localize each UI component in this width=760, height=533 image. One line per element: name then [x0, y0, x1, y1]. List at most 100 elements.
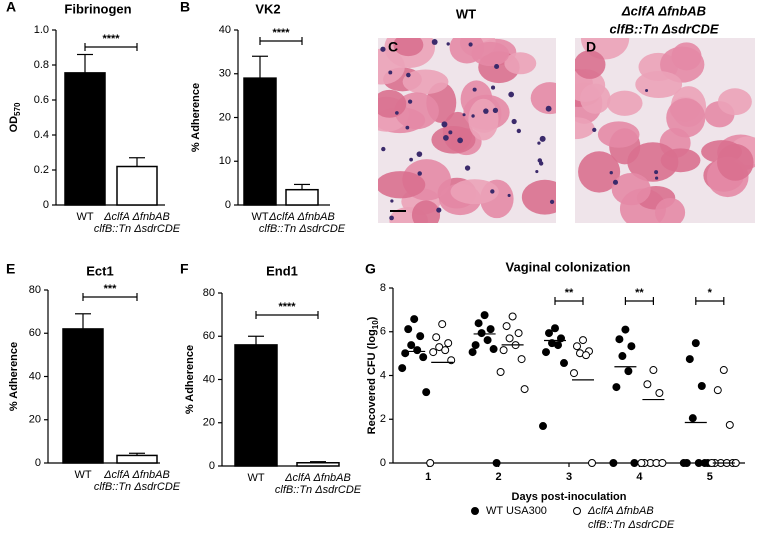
data-point — [545, 329, 553, 338]
data-point — [713, 386, 722, 395]
data-point — [474, 319, 483, 328]
significance-label: * — [708, 287, 713, 299]
bar — [243, 77, 277, 206]
bacterium — [406, 72, 411, 78]
data-point — [502, 322, 511, 331]
chart-title: VK2 — [255, 1, 280, 16]
bacterium — [448, 130, 453, 135]
panel-letter: E — [6, 261, 15, 277]
data-point — [570, 369, 578, 378]
cell — [627, 142, 679, 182]
significance-label: *** — [104, 283, 118, 295]
y-tick-label: 80 — [29, 284, 41, 296]
cell — [393, 38, 424, 57]
x-tick-label: ΔclfA ΔfnbAB — [103, 211, 170, 223]
legend-label: ΔclfA ΔfnbAB — [587, 505, 654, 517]
cell — [521, 179, 556, 215]
bacterium — [431, 39, 438, 45]
x-tick-label: clfB::Tn ΔsdrCDE — [275, 484, 362, 496]
cell — [654, 197, 686, 223]
cell — [575, 117, 595, 140]
y-axis-label-part: 570 — [13, 102, 22, 116]
x-tick-label: 2 — [496, 471, 502, 483]
significance-label: ** — [565, 287, 574, 299]
panel-letter: D — [586, 39, 596, 55]
data-point — [685, 355, 694, 364]
bacterium — [538, 161, 544, 166]
data-point — [649, 366, 658, 375]
legend-label: WT USA300 — [486, 505, 547, 517]
data-point — [697, 382, 706, 390]
cell — [580, 83, 611, 114]
chart-title: Ect1 — [86, 263, 113, 278]
y-tick-label: 40 — [219, 24, 231, 36]
y-axis-label-part: % Adherence — [8, 342, 20, 411]
y-tick-label: 4 — [380, 369, 386, 381]
bacterium — [655, 176, 659, 180]
data-point — [560, 359, 568, 368]
data-point — [542, 348, 550, 357]
data-point — [416, 332, 425, 341]
y-tick-label: 0 — [225, 199, 231, 211]
y-tick-label: 20 — [219, 111, 231, 123]
bacterium — [416, 151, 423, 158]
data-point — [508, 312, 517, 321]
panel-letter: B — [180, 0, 190, 15]
data-point — [609, 459, 618, 467]
bacterium — [516, 128, 522, 134]
bacterium — [390, 199, 394, 203]
bacterium — [491, 85, 496, 90]
y-axis-label-part: ) — [366, 316, 378, 320]
panel-letter: G — [365, 261, 376, 277]
bacterium — [381, 146, 386, 152]
significance-label: ** — [635, 287, 644, 299]
data-point — [627, 342, 636, 351]
bacterium — [471, 114, 475, 118]
chart-title: Fibrinogen — [64, 1, 131, 16]
bacterium — [468, 42, 473, 47]
data-point — [621, 325, 630, 334]
y-tick-label: 0.2 — [34, 164, 49, 176]
bar — [116, 165, 158, 206]
x-tick-label: 1 — [425, 471, 431, 483]
cell — [378, 89, 407, 118]
data-point — [438, 320, 447, 329]
panel-letter: A — [6, 0, 16, 15]
y-tick-label: 0.4 — [34, 129, 49, 141]
bacterium — [507, 193, 511, 197]
image-title: WT — [456, 6, 476, 21]
bacterium — [645, 89, 649, 93]
cell — [597, 121, 640, 148]
bacterium — [457, 137, 463, 144]
data-point — [579, 336, 587, 345]
bacterium — [407, 99, 413, 104]
y-axis-label-part: OD — [8, 116, 20, 133]
y-tick-label: 0 — [209, 460, 215, 472]
bacterium — [592, 127, 597, 132]
y-tick-label: 2 — [380, 413, 386, 425]
data-point — [691, 339, 700, 348]
x-tick-label: clfB::Tn ΔsdrCDE — [259, 223, 346, 235]
x-tick-label: ΔclfA ΔfnbAB — [268, 211, 335, 223]
y-tick-label: 30 — [219, 68, 231, 80]
cell — [411, 200, 441, 223]
data-point — [410, 315, 419, 324]
y-axis-label: % Adherence — [184, 345, 196, 414]
bar — [296, 462, 340, 467]
bacterium — [395, 111, 399, 115]
y-axis-label-part: % Adherence — [190, 83, 202, 152]
image-title: clfB::Tn ΔsdrCDE — [609, 21, 718, 36]
data-point — [483, 336, 492, 345]
significance-label: **** — [102, 33, 120, 45]
bacterium — [492, 107, 499, 114]
bacterium — [441, 121, 448, 128]
cell — [450, 179, 499, 205]
data-point — [624, 367, 633, 376]
bacterium — [446, 42, 450, 46]
cell — [717, 143, 754, 181]
y-tick-label: 20 — [29, 414, 41, 426]
y-tick-label: 8 — [380, 282, 386, 294]
bar — [234, 344, 278, 467]
significance-label: **** — [278, 301, 296, 313]
data-point — [582, 351, 590, 360]
